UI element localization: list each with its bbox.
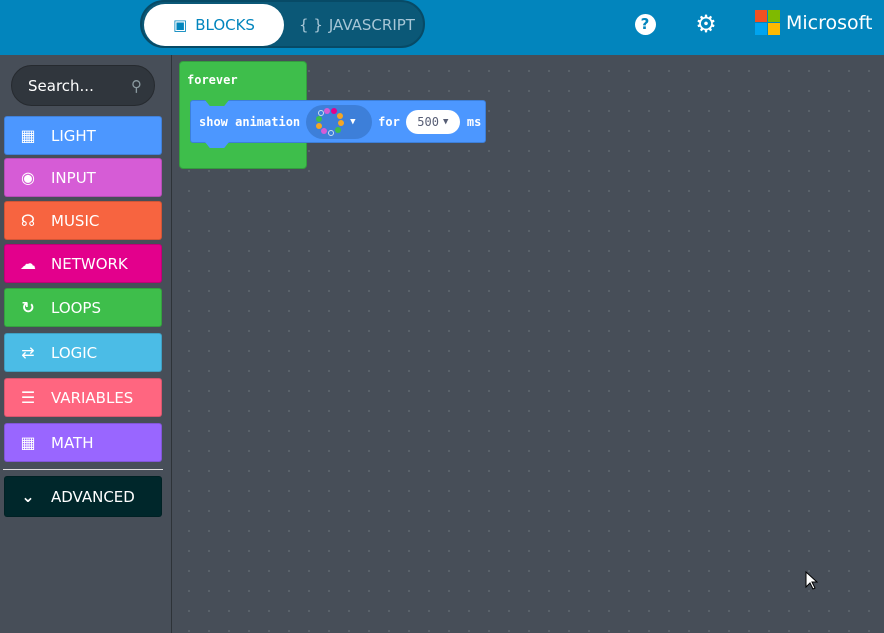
blocks-workspace[interactable]: forever show animation ▼ for 500 ▼ ms — [173, 55, 884, 633]
category-light[interactable]: ▦ LIGHT — [4, 116, 162, 155]
category-variables[interactable]: ☰ VARIABLES — [4, 378, 162, 417]
category-music[interactable]: ☊ MUSIC — [4, 201, 162, 240]
category-label: LOOPS — [51, 298, 102, 317]
braces-icon: { } — [299, 16, 323, 34]
category-label: LIGHT — [51, 126, 96, 145]
dropdown-arrow-icon: ▼ — [442, 116, 449, 127]
animation-dropdown[interactable]: ▼ — [306, 104, 373, 139]
tab-blocks[interactable]: ▣ BLOCKS — [144, 4, 284, 46]
headphones-icon: ☊ — [20, 211, 36, 230]
search-input[interactable]: Search... ⚲ — [11, 65, 155, 106]
shuffle-icon: ⇄ — [21, 343, 35, 362]
category-input[interactable]: ◉ INPUT — [4, 158, 162, 197]
grid-icon: ▦ — [20, 126, 36, 145]
mouse-cursor-icon — [805, 571, 818, 590]
category-label: VARIABLES — [51, 388, 134, 407]
duration-dropdown[interactable]: 500 ▼ — [405, 109, 460, 134]
category-label: LOGIC — [51, 343, 98, 362]
category-logic[interactable]: ⇄ LOGIC — [4, 333, 162, 372]
unit-label: ms — [466, 114, 482, 129]
editor-toggle: ▣ BLOCKS { } JAVASCRIPT — [140, 0, 425, 48]
dropdown-arrow-icon: ▼ — [350, 116, 356, 127]
duration-value: 500 — [417, 114, 439, 129]
target-icon: ◉ — [21, 168, 35, 187]
gear-icon[interactable]: ⚙ — [695, 10, 717, 38]
list-icon: ☰ — [20, 388, 36, 407]
category-network[interactable]: ☁ NETWORK — [4, 244, 162, 283]
animation-ring-icon — [316, 107, 345, 136]
block-notch — [205, 142, 229, 148]
microsoft-logo[interactable]: Microsoft — [755, 10, 872, 35]
show-animation-block[interactable]: show animation ▼ for 500 ▼ ms — [190, 100, 486, 148]
divider — [3, 469, 163, 470]
toolbox: Search... ⚲ ▦ LIGHT ◉ INPUT ☊ MUSIC ☁ NETWOR… — [0, 55, 172, 633]
block-notch — [205, 100, 229, 106]
category-label: MUSIC — [51, 211, 100, 230]
puzzle-icon: ▣ — [173, 16, 188, 34]
category-label: MATH — [51, 433, 94, 452]
search-placeholder: Search... — [28, 76, 94, 95]
microsoft-logo-icon — [755, 10, 780, 35]
category-advanced[interactable]: ⌄ ADVANCED — [4, 476, 162, 517]
top-bar: ▣ BLOCKS { } JAVASCRIPT ? ⚙ Microsoft — [0, 0, 884, 55]
refresh-icon: ↻ — [21, 298, 35, 317]
chat-bubbles-icon: ☁ — [20, 254, 36, 273]
question-circle-icon[interactable]: ? — [633, 12, 657, 36]
category-label: INPUT — [51, 168, 96, 187]
category-label: ADVANCED — [51, 487, 135, 506]
for-label: for — [378, 114, 400, 129]
show-animation-label: show animation — [199, 114, 301, 129]
forever-label: forever — [187, 73, 238, 87]
category-loops[interactable]: ↻ LOOPS — [4, 288, 162, 327]
tab-label: JAVASCRIPT — [328, 16, 415, 34]
chevron-down-icon: ⌄ — [21, 487, 35, 506]
search-icon[interactable]: ⚲ — [131, 77, 142, 95]
category-label: NETWORK — [51, 254, 128, 273]
brand-name: Microsoft — [786, 11, 873, 34]
tab-label: BLOCKS — [195, 16, 255, 34]
tab-javascript[interactable]: { } JAVASCRIPT — [292, 4, 422, 46]
calculator-icon: ▦ — [20, 433, 36, 452]
category-math[interactable]: ▦ MATH — [4, 423, 162, 462]
